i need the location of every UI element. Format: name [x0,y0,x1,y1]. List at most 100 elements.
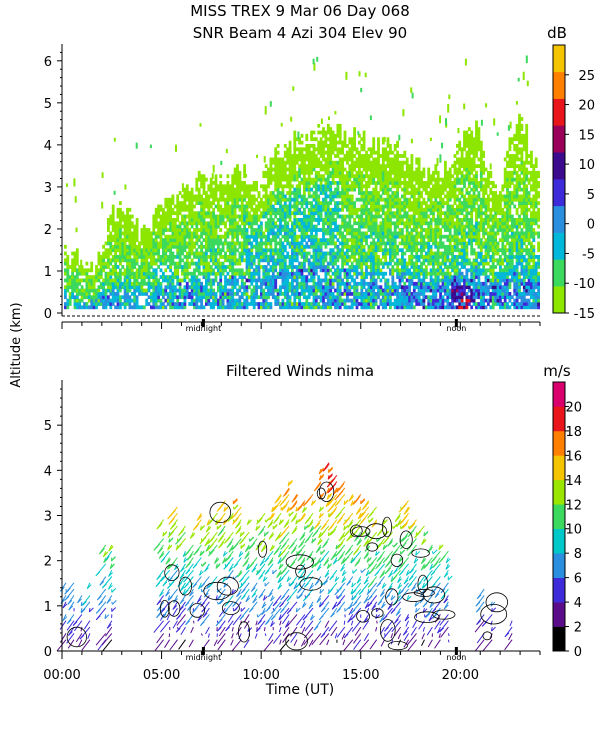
snr-cell [307,144,311,148]
snr-cell [274,147,278,152]
snr-cell [346,295,349,300]
snr-cell [183,241,187,246]
snr-cell [434,298,438,303]
snr-cell [171,261,175,266]
snr-cell [427,231,431,236]
snr-cell [341,292,344,296]
snr-cell [116,302,120,306]
snr-cell [271,261,275,266]
snr-cell [334,187,337,192]
snr-cell [324,214,328,219]
snr-cell [396,244,399,249]
snr-cell [276,231,280,236]
snr-cell [436,191,440,195]
snr-cell [365,154,368,158]
snr-cell [226,255,230,259]
snr-cell [248,255,251,259]
snr-cell [374,197,378,202]
snr-cell [331,248,335,253]
snr-cell [386,144,390,148]
snr-cell [424,285,428,290]
snr-cell [355,261,359,266]
snr-cell [236,238,239,242]
snr-cell [188,278,192,283]
snr-cell [138,268,141,273]
snr-cell [209,181,213,185]
snr-cell [283,244,287,249]
snr-cell [90,305,94,310]
snr-cell [166,248,170,253]
snr-cell [267,211,270,216]
snr-cell [314,147,318,152]
snr-cell [432,285,435,290]
snr-cell [410,194,414,199]
snr-cell [391,292,395,296]
snr-cell [157,207,160,212]
snr-cell [348,150,352,155]
snr-cell [415,224,419,229]
snr-cell [271,191,275,195]
snr-cell [121,251,125,256]
snr-cell [236,278,239,283]
snr-cell [360,177,364,182]
snr-cell [233,170,237,175]
snr-cell [374,160,378,165]
snr-cell [317,214,321,219]
snr-cell [410,298,414,303]
snr-cell [369,271,373,276]
snr-cell [276,248,280,253]
snr-cell [291,231,294,236]
snr-cell [403,181,407,185]
snr-cell [434,221,438,226]
snr-cell [377,170,380,175]
snr-cell [298,261,301,266]
snr-cell [429,248,433,253]
snr-cell [128,302,132,306]
snr-cell [119,278,122,283]
snr-cell [119,251,122,256]
snr-cell [305,288,309,293]
snr-cell [226,201,230,205]
snr-cell [386,231,390,236]
snr-cell [274,160,278,165]
snr-cell [224,207,227,212]
snr-cell [224,241,227,246]
snr-cell [319,177,323,182]
snr-cell [334,204,337,209]
snr-cell [331,144,335,148]
snr-cell [362,177,366,182]
snr-cell [369,295,373,300]
snr-cell [293,187,297,192]
snr-cell [372,305,376,310]
snr-cell [293,248,297,253]
snr-cell [319,248,323,253]
snr-cell [391,244,395,249]
snr-cell [412,184,416,189]
snr-cell [257,204,261,209]
snr-cell [95,302,98,306]
snr-cell [329,275,333,279]
snr-cell [279,255,282,259]
snr-cell [386,170,390,175]
snr-cell [398,214,402,219]
snr-cell [205,177,208,182]
snr-cell [145,302,149,306]
snr-cell [360,285,364,290]
snr-cell [240,234,244,239]
snr-cell [224,251,227,256]
snr-cell [262,184,266,189]
snr-cell [240,255,244,259]
snr-cell [231,201,235,205]
snr-cell [305,268,309,273]
snr-cell [396,140,399,145]
snr-cell [252,288,256,293]
snr-cell [403,281,407,286]
snr-cell [358,181,361,185]
snr-cell [379,298,383,303]
snr-cell [365,167,368,172]
snr-cell [329,268,333,273]
snr-cell [439,191,442,195]
snr-cell [343,218,347,222]
snr-cell [358,281,361,286]
snr-cell [329,224,333,229]
